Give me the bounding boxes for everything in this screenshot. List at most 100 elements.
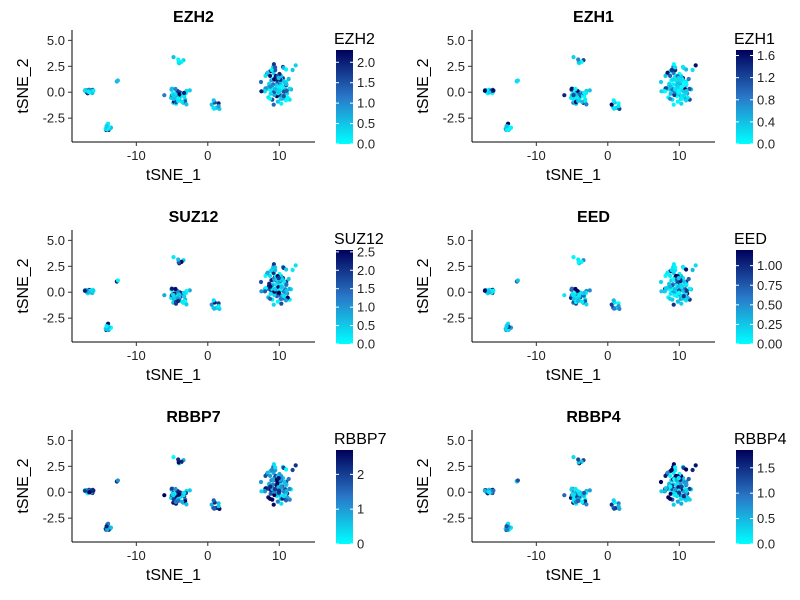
legend-tick-label: 0.4 bbox=[757, 114, 775, 129]
cell-point bbox=[258, 479, 264, 485]
legend-title: EED bbox=[734, 231, 767, 248]
cell-point bbox=[268, 491, 273, 496]
cell-point bbox=[180, 499, 185, 504]
cell-point bbox=[284, 82, 289, 87]
cell-point bbox=[681, 494, 686, 499]
cell-point bbox=[673, 465, 678, 470]
cell-point bbox=[675, 99, 680, 104]
x-tick-label: 0 bbox=[604, 148, 611, 163]
cell-point bbox=[668, 73, 673, 78]
cell-point bbox=[571, 296, 576, 302]
legend-colorbar bbox=[736, 450, 753, 544]
cell-point bbox=[676, 276, 681, 281]
legend-tick-label: 1.5 bbox=[357, 75, 375, 90]
cell-point bbox=[571, 493, 576, 498]
y-tick-label: 2.5 bbox=[47, 59, 65, 74]
cell-point bbox=[182, 490, 187, 496]
cell-point bbox=[275, 99, 280, 104]
y-tick-label: -2.5 bbox=[443, 511, 465, 526]
cell-point bbox=[686, 476, 691, 482]
legend-title: RBBP7 bbox=[334, 431, 387, 448]
legend-tick-label: 1.2 bbox=[757, 70, 775, 85]
cell-point bbox=[276, 90, 281, 95]
cell-point bbox=[176, 98, 181, 104]
cell-point bbox=[676, 76, 681, 81]
cell-point bbox=[209, 302, 214, 307]
cell-point bbox=[91, 288, 96, 293]
cell-point bbox=[169, 86, 174, 91]
x-tick-label: -10 bbox=[527, 148, 546, 163]
cell-point bbox=[582, 290, 587, 296]
cell-point bbox=[482, 288, 487, 293]
cell-point bbox=[580, 499, 585, 504]
cell-point bbox=[573, 86, 578, 92]
y-tick-label: 2.5 bbox=[447, 459, 465, 474]
cell-point bbox=[284, 67, 289, 72]
cell-point bbox=[283, 98, 289, 103]
cell-point bbox=[182, 290, 187, 296]
x-tick-label: 0 bbox=[204, 148, 211, 163]
cell-point bbox=[275, 499, 280, 504]
cell-point bbox=[262, 289, 268, 294]
cell-point bbox=[104, 324, 109, 329]
y-tick-label: 5.0 bbox=[447, 233, 465, 248]
cell-point bbox=[284, 282, 289, 287]
cell-point bbox=[658, 79, 664, 85]
cell-point bbox=[683, 298, 689, 303]
cell-point bbox=[211, 498, 216, 503]
cell-point bbox=[665, 70, 670, 75]
cell-point bbox=[263, 73, 268, 78]
cell-point bbox=[668, 84, 673, 89]
cell-point bbox=[676, 290, 682, 295]
y-tick-label: -2.5 bbox=[43, 311, 65, 326]
cell-point bbox=[272, 92, 277, 98]
cell-point bbox=[82, 288, 87, 293]
cell-point bbox=[284, 482, 289, 487]
cell-point bbox=[276, 76, 281, 81]
legend-tick-label: 0.75 bbox=[757, 278, 782, 293]
cell-point bbox=[162, 93, 167, 98]
legend-tick-label: 0.0 bbox=[357, 337, 375, 352]
cell-point bbox=[616, 304, 621, 309]
cell-point bbox=[686, 276, 691, 282]
legend-tick-label: 0.50 bbox=[757, 297, 782, 312]
panel-title: EZH2 bbox=[173, 9, 214, 26]
cell-point bbox=[281, 94, 286, 99]
cell-point bbox=[271, 102, 276, 107]
cell-point bbox=[276, 276, 281, 281]
cell-point bbox=[262, 489, 268, 494]
y-tick-label: 5.0 bbox=[47, 33, 65, 48]
cell-point bbox=[262, 89, 268, 94]
cell-point bbox=[668, 484, 673, 489]
cell-point bbox=[176, 498, 181, 504]
cell-point bbox=[679, 84, 684, 89]
legend-tick-label: 0.0 bbox=[757, 537, 775, 552]
cell-point bbox=[491, 288, 496, 293]
cell-point bbox=[576, 57, 581, 62]
cell-point bbox=[679, 301, 684, 306]
cell-point bbox=[672, 287, 678, 292]
y-axis-label: tSNE_2 bbox=[15, 58, 32, 113]
cell-point bbox=[515, 78, 521, 83]
cell-point bbox=[87, 490, 92, 495]
x-tick-label: -10 bbox=[127, 348, 146, 363]
cell-point bbox=[562, 93, 567, 98]
y-axis-label: tSNE_2 bbox=[415, 258, 432, 313]
cell-point bbox=[173, 486, 178, 492]
cell-point bbox=[676, 90, 682, 95]
cell-point bbox=[609, 302, 614, 307]
legend-tick-label: 1.00 bbox=[757, 258, 782, 273]
cell-point bbox=[504, 124, 509, 129]
cell-point bbox=[571, 96, 576, 102]
y-axis-label: tSNE_2 bbox=[15, 258, 32, 313]
x-tick-label: 10 bbox=[272, 148, 286, 163]
cell-point bbox=[569, 486, 574, 491]
x-tick-label: 0 bbox=[204, 348, 211, 363]
cell-point bbox=[611, 98, 616, 103]
cell-point bbox=[584, 102, 589, 107]
cell-point bbox=[216, 104, 221, 109]
cell-point bbox=[662, 289, 668, 294]
cell-point bbox=[180, 99, 185, 104]
cell-point bbox=[162, 293, 167, 298]
cell-point bbox=[211, 98, 216, 103]
